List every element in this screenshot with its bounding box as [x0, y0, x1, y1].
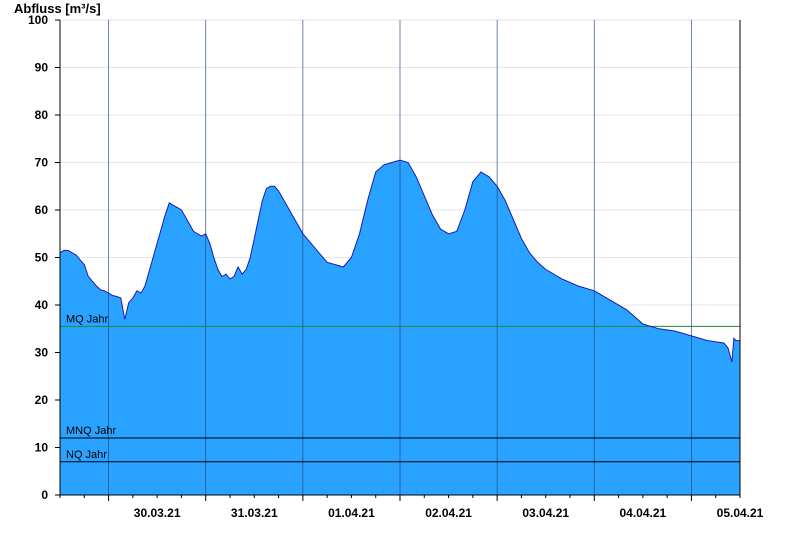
- discharge-line: [59, 159, 740, 363]
- y-tick-label-10: 10: [35, 441, 49, 455]
- y-tick-label-100: 100: [28, 13, 48, 27]
- y-tick-label-0: 0: [41, 488, 48, 502]
- ref-label-2: NQ Jahr: [66, 449, 107, 461]
- y-tick-label-80: 80: [35, 108, 49, 122]
- y-axis-ticks: 0 10 20 30 40 50 60 70 80 90 100: [28, 13, 60, 502]
- y-tick-label-20: 20: [35, 393, 49, 407]
- y-tick-label-40: 40: [35, 298, 49, 312]
- x-tick-label-1: 31.03.21: [231, 506, 278, 520]
- x-tick-label-3: 02.04.21: [425, 506, 472, 520]
- x-tick-label-4: 03.04.21: [522, 506, 569, 520]
- x-tick-label-6: 05.04.21: [717, 506, 764, 520]
- y-axis-title: Abfluss [m³/s]: [14, 1, 101, 16]
- y-tick-label-50: 50: [35, 251, 49, 265]
- x-axis-ticks: 30.03.21 31.03.21 01.04.21 02.04.21 03.04.21…: [59, 495, 764, 520]
- ref-label-1: MNQ Jahr: [66, 425, 116, 437]
- x-tick-label-2: 01.04.21: [328, 506, 375, 520]
- y-tick-label-60: 60: [35, 203, 49, 217]
- ref-label-0: MQ Jahr: [66, 313, 109, 325]
- reference-lines: MQ Jahr MNQ Jahr NQ Jahr: [60, 313, 740, 463]
- x-tick-label-0: 30.03.21: [134, 506, 181, 520]
- day-separators: [108, 20, 692, 495]
- x-tick-label-5: 04.04.21: [619, 506, 666, 520]
- y-tick-label-90: 90: [35, 61, 49, 75]
- y-tick-label-30: 30: [35, 346, 49, 360]
- y-tick-label-70: 70: [35, 156, 49, 170]
